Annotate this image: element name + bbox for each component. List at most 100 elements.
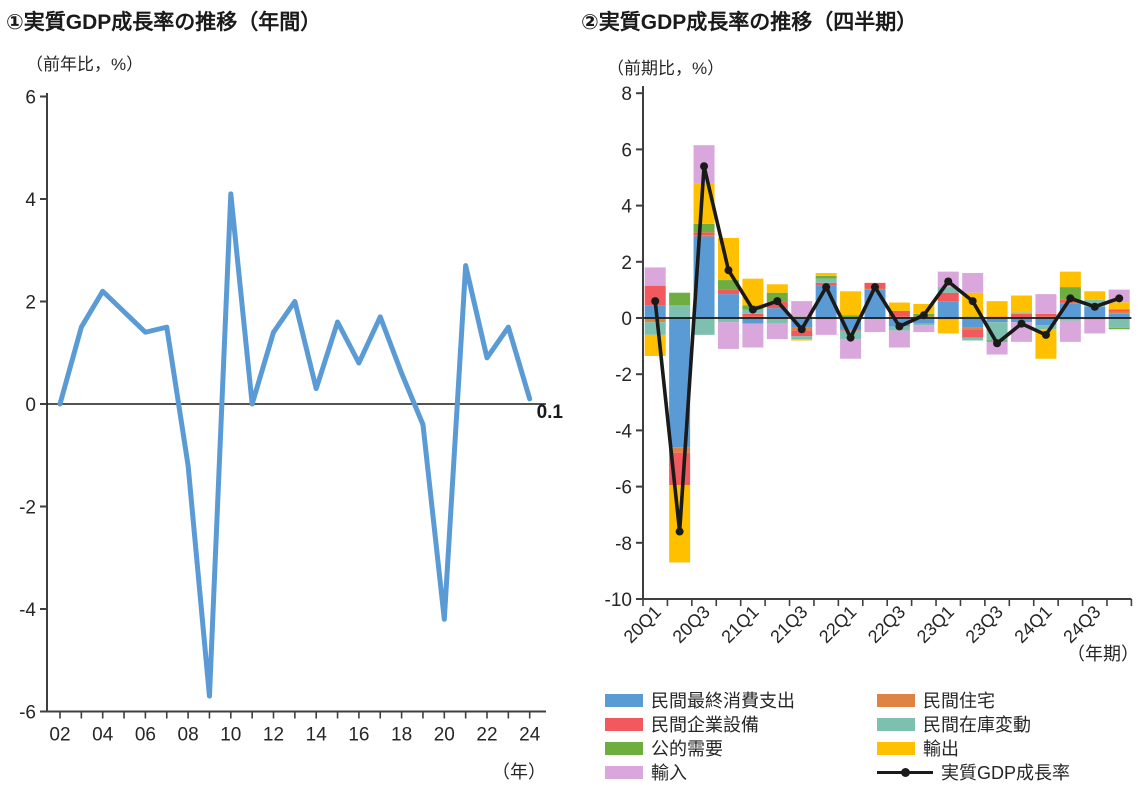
bar-segment xyxy=(717,322,739,349)
legend-swatch xyxy=(605,765,643,779)
gdp-line-marker xyxy=(919,311,928,320)
bar-segment xyxy=(644,322,666,335)
bar-segment xyxy=(986,341,1008,355)
bar-segment xyxy=(1059,302,1081,304)
quarterly-unit-label: （前期比，%） xyxy=(607,59,725,78)
bar-segment xyxy=(693,318,715,335)
bar-segment xyxy=(766,284,788,293)
bar-segment xyxy=(937,292,959,302)
legend-label: 民間住宅 xyxy=(923,691,995,711)
quarterly-xtick-label: 22Q1 xyxy=(815,602,860,647)
bar-segment xyxy=(1059,271,1081,288)
bar-segment xyxy=(840,329,862,331)
bar-segment xyxy=(693,232,715,236)
annual-xtick-label: 20 xyxy=(434,725,455,746)
bar-segment xyxy=(742,313,764,317)
bar-segment xyxy=(1108,318,1130,328)
legend-swatch xyxy=(877,741,915,755)
bar-segment xyxy=(1108,313,1130,318)
gdp-line-marker xyxy=(993,339,1002,348)
bar-segment xyxy=(791,301,813,317)
bar-segment xyxy=(1011,295,1033,313)
quarterly-ytick-label: -6 xyxy=(615,478,632,499)
annual-xtick-label: 02 xyxy=(49,725,70,746)
annual-chart-title: ①実質GDP成長率の推移（年間） xyxy=(6,11,322,34)
bar-segment xyxy=(913,323,935,326)
bar-segment xyxy=(669,292,691,306)
bar-segment xyxy=(1059,320,1081,342)
quarterly-xtick-label: 23Q3 xyxy=(962,602,1007,647)
quarterly-xtick-label: 20Q3 xyxy=(669,602,714,647)
annual-ytick-label: 6 xyxy=(25,88,36,109)
gdp-line-marker xyxy=(895,322,904,331)
bar-segment xyxy=(1108,302,1130,310)
bar-segment xyxy=(791,318,813,328)
annual-xtick-label: 12 xyxy=(263,725,284,746)
annual-gdp-line xyxy=(57,191,533,699)
gdp-line-marker xyxy=(675,527,684,536)
bar-segment xyxy=(644,285,666,306)
legend-swatch xyxy=(605,741,643,755)
bar-segment xyxy=(888,318,910,327)
annual-ytick-label: -2 xyxy=(19,498,36,519)
gdp-line-marker xyxy=(1017,319,1026,328)
annual-xtick-label: 04 xyxy=(92,725,114,746)
bar-segment xyxy=(962,273,984,293)
bar-segment xyxy=(864,319,886,333)
annual-xtick-label: 08 xyxy=(178,725,199,746)
bar-segment xyxy=(815,319,837,335)
bar-segment xyxy=(693,223,715,233)
quarterly-ytick-label: -2 xyxy=(615,365,632,386)
bar-segment xyxy=(1011,313,1033,318)
bar-segment xyxy=(962,318,984,328)
bar-segment xyxy=(1059,318,1081,321)
bar-segment xyxy=(791,336,813,340)
bar-segment xyxy=(717,318,739,323)
bar-segment xyxy=(1035,329,1057,359)
quarterly-ytick-label: 6 xyxy=(621,140,632,161)
bar-segment xyxy=(1108,309,1130,312)
bar-segment xyxy=(742,318,764,324)
quarterly-xtick-label: 21Q1 xyxy=(717,602,762,647)
gdp-line-marker xyxy=(846,333,855,342)
bar-segment xyxy=(1108,327,1130,330)
bar-segment xyxy=(717,289,739,295)
legend-item: 民間住宅 xyxy=(877,688,1137,712)
quarterly-ytick-label: 8 xyxy=(621,84,632,105)
gdp-line-marker xyxy=(1041,330,1050,339)
bar-segment xyxy=(791,330,813,337)
annual-ytick-label: -6 xyxy=(19,703,36,724)
bar-segment xyxy=(840,315,862,318)
gdp-line-marker xyxy=(1115,294,1124,303)
bar-segment xyxy=(962,329,984,338)
legend-label: 公的需要 xyxy=(651,739,723,759)
bar-segment xyxy=(1011,312,1033,314)
legend-label: 民間企業設備 xyxy=(651,715,759,735)
legend-item: 輸出 xyxy=(877,736,1137,760)
bar-segment xyxy=(986,301,1008,317)
legend-item: 実質GDP成長率 xyxy=(877,760,1137,784)
legend-line-marker-icon xyxy=(877,767,933,777)
quarterly-ytick-label: 4 xyxy=(621,197,632,218)
gdp-line-marker xyxy=(724,266,733,275)
bar-segment xyxy=(693,235,715,237)
annual-xtick-label: 22 xyxy=(476,725,497,746)
bar-segment xyxy=(1035,294,1057,314)
bar-segment xyxy=(766,308,788,318)
bar-segment xyxy=(840,291,862,316)
legend-item: 公的需要 xyxy=(605,736,877,760)
bar-segment xyxy=(1035,318,1057,326)
bar-segment xyxy=(791,339,813,341)
bar-segment xyxy=(644,318,666,323)
quarterly-ytick-label: 0 xyxy=(621,309,632,330)
bar-segment xyxy=(1035,325,1057,330)
legend: 民間最終消費支出 民間住宅 民間企業設備 民間在庫変動 公的需要 輸出 輸入 実質GDP成長率 xyxy=(605,688,1137,784)
gdp-line-marker xyxy=(944,277,953,286)
bar-segment xyxy=(962,337,984,341)
bar-segment xyxy=(913,303,935,314)
annual-chart-panel: ①実質GDP成長率の推移（年間） （前年比，%） 6 4 2 0 -2 -4 -6 02 04 0… xyxy=(0,0,570,791)
legend-swatch xyxy=(877,717,915,731)
gdp-line-marker xyxy=(870,283,879,292)
legend-label: 民間在庫変動 xyxy=(923,715,1031,735)
